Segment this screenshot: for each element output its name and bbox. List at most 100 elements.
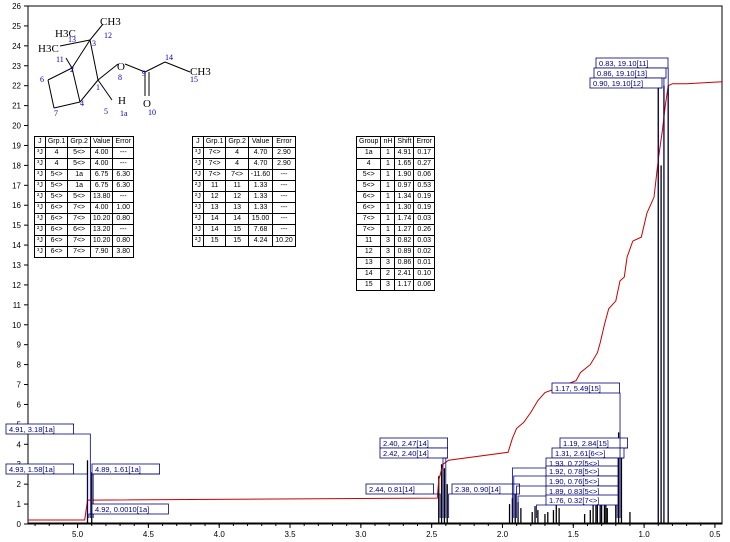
- table-row: ²J 13 13 1.33 ---: [192, 202, 296, 214]
- table-cell: 0.19: [413, 202, 435, 214]
- table-row: ³J 6<> 7<> 10.20 0.80: [34, 235, 134, 247]
- y-tick-label: 11: [13, 301, 22, 310]
- table-row: ³J 5<> 1a 6.75 6.30: [34, 180, 134, 192]
- annotation-label: 2.38, 0.90[14]: [455, 485, 501, 494]
- annotation-box: [551, 382, 620, 394]
- table-cell: 1.34: [394, 191, 415, 203]
- table-cell: 13.80: [89, 191, 114, 203]
- annotation-leader: [433, 493, 441, 519]
- table-cell: ³J: [34, 202, 46, 214]
- table-cell: 13: [225, 202, 249, 214]
- table-header-row: J Grp.1 Grp.2 Value Error: [34, 136, 134, 148]
- table-header-cell: Error: [112, 136, 134, 148]
- table-header-cell: Group: [355, 136, 382, 148]
- table-cell: 7<>: [67, 202, 91, 214]
- atom-num-12: 12: [104, 31, 112, 40]
- x-axis: 5.0 4.5 4.0 3.5 3.0 2.5 2.0 1.5 1.0 0.5: [34, 524, 721, 539]
- table-row: ³J 6<> 7<> 10.20 0.80: [34, 213, 134, 225]
- peak-annotation: 0.90, 19.10[12]: [589, 77, 663, 519]
- table-row: 5<> 1 0.97 0.53: [355, 180, 435, 192]
- annotation-label: 1.19, 2.84[15]: [563, 439, 609, 448]
- table-cell: 11: [225, 180, 249, 192]
- x-tick-label: 0.5: [709, 530, 721, 539]
- table-cell: 1.33: [247, 202, 274, 214]
- annotation-leader: [73, 433, 91, 519]
- y-tick-label: 23: [12, 62, 21, 71]
- table-cell: 10.20: [89, 235, 114, 247]
- table-cell: 7<>: [355, 213, 382, 225]
- y-tick-label: 8: [17, 361, 22, 370]
- table-row: ²J 14 14 15.00 ---: [192, 213, 296, 225]
- table-cell: 0.10: [413, 268, 435, 280]
- table-cell: 1.27: [394, 224, 415, 236]
- atom-num-1: 1: [96, 83, 100, 92]
- table-header-cell: Grp.1: [202, 136, 227, 148]
- table-cell: 13: [202, 202, 227, 214]
- table-row: 11 3 0.82 0.03: [355, 235, 435, 247]
- table-cell: 0.03: [413, 213, 435, 225]
- annotation-box: [5, 423, 74, 435]
- table-cell: ²J: [192, 235, 204, 247]
- shift-table: Group nH Shift Error 1a 1 4.91 0.17 4 1 1.65 0.27 5…: [355, 136, 435, 291]
- table-cell: ³J: [34, 246, 46, 258]
- table-cell: 14: [202, 224, 227, 236]
- table-cell: ²J: [192, 169, 204, 181]
- table-cell: 5<>: [355, 180, 382, 192]
- table-cell: 4: [44, 147, 69, 159]
- table-cell: 7<>: [67, 246, 91, 258]
- x-tick-label: 3.5: [284, 530, 296, 539]
- table-row: ³J 5<> 1a 6.75 6.30: [34, 169, 134, 181]
- table-cell: 12: [355, 246, 382, 258]
- table-cell: ²J: [192, 202, 204, 214]
- atom-num-10: 10: [148, 108, 156, 117]
- table-cell: 0.27: [413, 158, 435, 170]
- annotation-label: 2.44, 0.81[14]: [369, 485, 415, 494]
- table-row: ²J 12 12 1.33 ---: [192, 191, 296, 203]
- table-cell: 2.90: [272, 158, 296, 170]
- table-cell: 5<>: [355, 169, 382, 181]
- annotation-label: 0.83, 19.10[11]: [599, 59, 649, 68]
- table-cell: 5<>: [44, 180, 69, 192]
- annotation-box: [589, 77, 663, 89]
- table-cell: 3.80: [112, 246, 134, 258]
- x-tick-label: 4.0: [214, 530, 226, 539]
- table-cell: 15.00: [247, 213, 274, 225]
- table-cell: 4.70: [247, 158, 274, 170]
- table-cell: 0.06: [413, 279, 435, 291]
- y-axis: 0123456789101112131415161718192021222324…: [12, 2, 28, 529]
- table-cell: 1: [380, 180, 396, 192]
- table-cell: 4.24: [247, 235, 274, 247]
- table-row: 7<> 1 1.74 0.03: [355, 213, 435, 225]
- table-cell: ---: [112, 224, 134, 236]
- atom-num-9: 9: [142, 69, 146, 78]
- annotation-label: 1.76, 0.32[7<>]: [549, 496, 599, 505]
- table-cell: 13: [355, 257, 382, 269]
- table-cell: ---: [272, 180, 296, 192]
- table-cell: 15: [225, 224, 249, 236]
- table-cell: 6<>: [355, 202, 382, 214]
- annotation-leader: [517, 495, 546, 519]
- table-cell: 1: [380, 191, 396, 203]
- table-cell: 2.41: [394, 268, 415, 280]
- x-tick-label: 1.0: [639, 530, 651, 539]
- atom-num-15: 15: [190, 75, 198, 84]
- annotation-leader: [92, 473, 160, 519]
- table-row: ³J 14 15 7.68 ---: [192, 224, 296, 236]
- table-cell: 14: [355, 268, 382, 280]
- table-cell: ³J: [34, 147, 46, 159]
- table-cell: ³J: [192, 158, 204, 170]
- table-cell: ²J: [192, 213, 204, 225]
- y-tick-label: 14: [12, 241, 21, 250]
- table-cell: 1: [380, 213, 396, 225]
- table-cell: 6<>: [44, 235, 69, 247]
- x-tick-label: 1.5: [568, 530, 580, 539]
- peak-annotation: 2.38, 0.90[14]: [448, 483, 520, 519]
- annotation-label: 1.90, 0.76[5<>]: [549, 477, 599, 486]
- table-cell: 14: [225, 213, 249, 225]
- table-cell: 11: [355, 235, 382, 247]
- table-cell: ³J: [34, 235, 46, 247]
- x-tick-label: 4.5: [143, 530, 155, 539]
- table-cell: 0.06: [413, 169, 435, 181]
- table-cell: 6<>: [44, 224, 69, 236]
- table-cell: 0.82: [394, 235, 415, 247]
